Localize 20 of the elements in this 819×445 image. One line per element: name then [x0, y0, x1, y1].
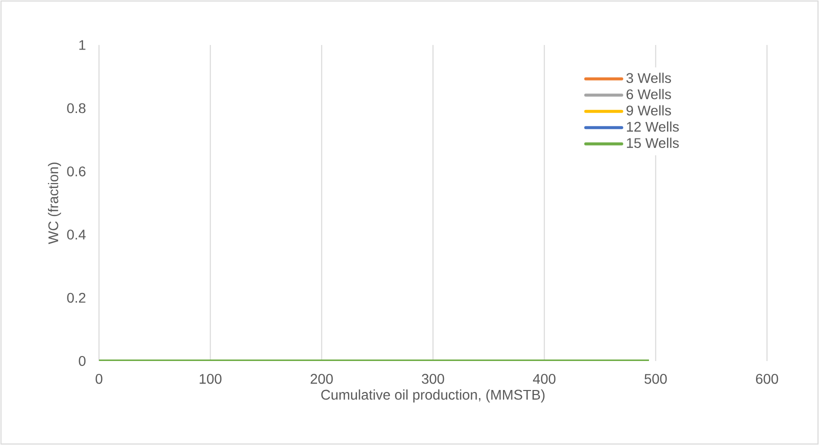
legend-label: 9 Wells	[626, 105, 672, 116]
legend-label: 12 Wells	[626, 121, 679, 132]
y-tick-label: 0.2	[67, 292, 86, 303]
legend-label: 3 Wells	[626, 72, 672, 84]
legend-label: 15 Wells	[626, 138, 679, 148]
y-tick-label: 0.8	[67, 103, 86, 114]
y-tick-label: 0.6	[67, 166, 86, 176]
x-tick-label: 600	[756, 374, 778, 384]
x-tick-label: 400	[532, 374, 556, 384]
x-axis-title: Cumulative oil production, (MMSTB)	[321, 389, 545, 402]
x-tick-label: 100	[200, 374, 222, 384]
y-tick-label: 0	[78, 356, 86, 366]
y-axis-title: WC (fraction)	[48, 162, 62, 244]
y-tick-label: 1	[79, 40, 86, 50]
legend-label: 6 Wells	[626, 88, 672, 100]
x-tick-label: 300	[422, 374, 444, 384]
y-tick-label: 0.4	[67, 230, 86, 240]
x-tick-label: 500	[644, 374, 667, 384]
x-tick-label: 200	[310, 374, 333, 384]
x-tick-label: 0	[96, 374, 102, 384]
